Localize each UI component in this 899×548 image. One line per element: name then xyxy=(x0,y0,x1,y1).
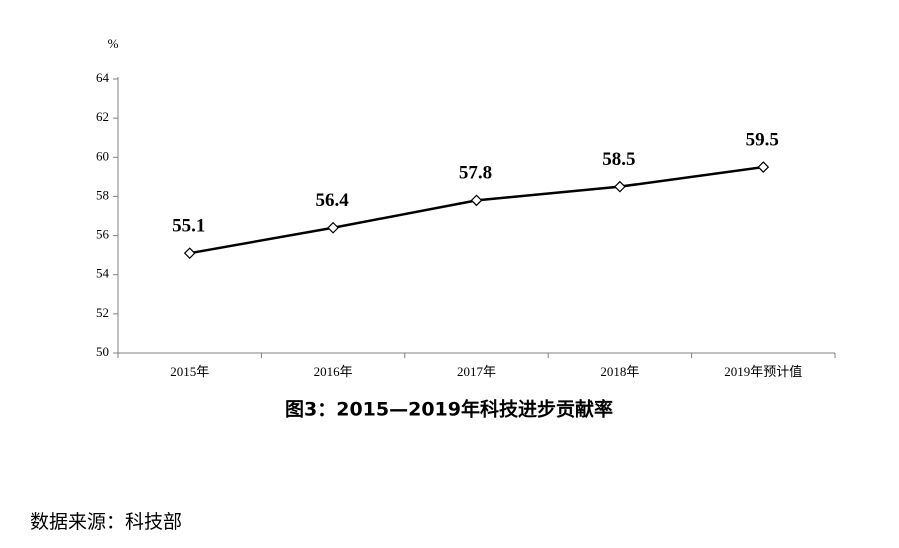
unit-label: % xyxy=(108,36,119,51)
y-tick-label: 58 xyxy=(96,187,109,202)
data-label: 55.1 xyxy=(172,216,205,237)
x-tick-label: 2018年 xyxy=(600,364,639,379)
y-tick-label: 52 xyxy=(96,305,109,320)
data-marker xyxy=(470,194,483,207)
source-note: 数据来源：科技部 xyxy=(30,511,182,533)
data-label: 58.5 xyxy=(602,149,635,170)
data-marker xyxy=(757,161,770,173)
y-tick-label: 56 xyxy=(96,227,110,242)
x-tick-label: 2016年 xyxy=(314,364,353,379)
y-tick-label: 50 xyxy=(96,344,109,359)
chart-title: 图3：2015—2019年科技进步贡献率 xyxy=(285,398,613,421)
y-tick-label: 64 xyxy=(96,70,110,85)
y-tick-label: 60 xyxy=(96,148,109,163)
y-tick-label: 62 xyxy=(96,109,109,124)
data-label: 56.4 xyxy=(315,190,349,211)
data-marker xyxy=(614,180,626,193)
data-label: 59.5 xyxy=(746,129,779,150)
data-label: 57.8 xyxy=(459,163,492,184)
y-tick-label: 54 xyxy=(96,266,110,281)
x-tick-label: 2017年 xyxy=(457,364,496,379)
x-tick-label: 2019年预计值 xyxy=(724,364,802,379)
x-tick-label: 2015年 xyxy=(170,364,209,379)
data-marker xyxy=(183,247,196,260)
data-marker xyxy=(327,221,339,234)
